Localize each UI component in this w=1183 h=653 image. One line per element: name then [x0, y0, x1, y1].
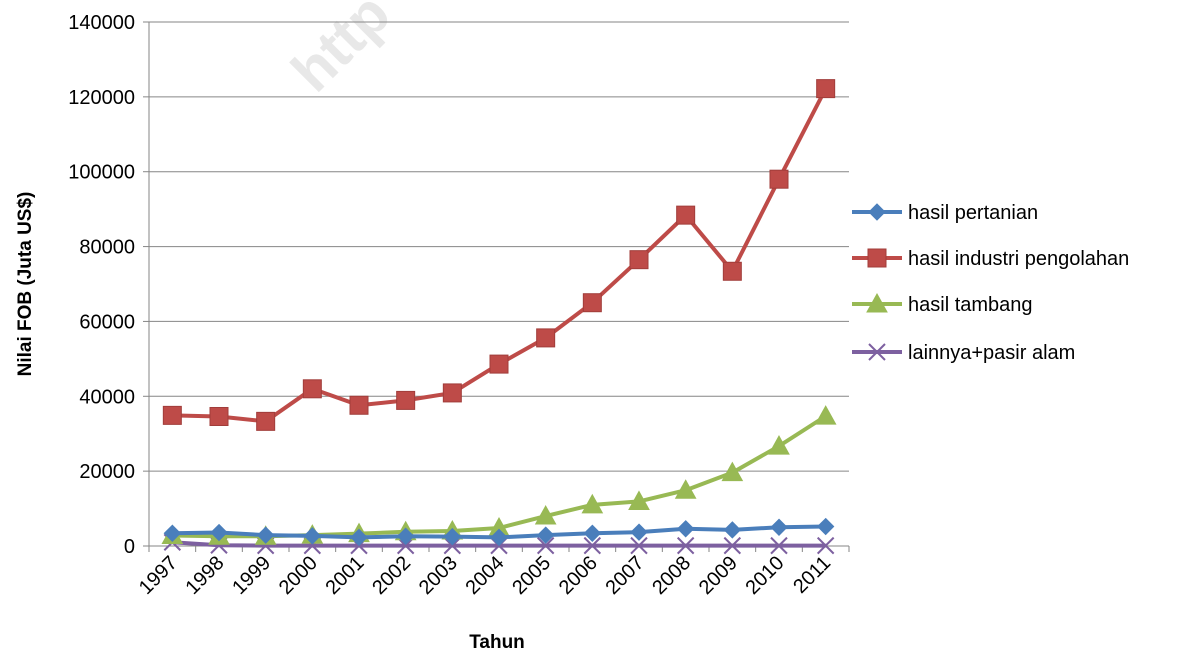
x-tick-label: 2000: [275, 552, 322, 599]
data-point: [581, 493, 604, 514]
data-point: [768, 435, 790, 455]
x-tick-label: 2008: [648, 552, 695, 599]
y-tick-label: 40000: [79, 386, 135, 408]
data-point: [628, 490, 650, 510]
watermark: http: [279, 0, 402, 104]
x-tick-label: 2011: [789, 552, 835, 598]
legend-entry: lainnya+pasir alam: [852, 342, 1075, 364]
y-tick-label: 0: [124, 536, 135, 558]
data-point: [674, 479, 697, 499]
data-point: [816, 517, 835, 536]
data-point: [396, 390, 416, 410]
y-tick-label: 140000: [68, 12, 135, 34]
series-hasil-pertanian: [163, 517, 835, 547]
x-axis-title: Tahun: [469, 632, 525, 653]
y-axis-title: Nilai FOB (Juta US$): [15, 192, 36, 377]
x-tick-label: 1998: [182, 552, 229, 599]
legend-marker: [867, 248, 887, 268]
y-tick-label: 100000: [68, 162, 135, 184]
data-point: [210, 523, 228, 542]
y-tick-label: 80000: [79, 237, 135, 259]
data-point: [630, 536, 648, 555]
data-point: [489, 354, 509, 374]
data-point: [536, 526, 555, 544]
x-tick-label: 2010: [742, 552, 789, 599]
data-point: [816, 79, 836, 99]
data-point: [163, 524, 182, 542]
data-point: [209, 406, 229, 426]
data-point: [583, 524, 602, 542]
y-tick-label: 120000: [68, 87, 135, 109]
x-tick-label: 1999: [228, 552, 275, 599]
x-tick-label: 2002: [368, 552, 415, 599]
axes: [148, 22, 850, 552]
data-point: [536, 536, 555, 555]
y-tick-label: 20000: [79, 461, 135, 483]
x-tick-label: 2003: [415, 552, 462, 599]
series: [161, 79, 837, 555]
data-point: [162, 405, 182, 425]
legend-marker: [868, 343, 886, 361]
data-point: [770, 518, 788, 536]
data-point: [442, 383, 462, 403]
x-tick-label: 1997: [135, 552, 182, 599]
x-tick-label: 2007: [602, 552, 649, 599]
x-tick-label: 2001: [322, 552, 369, 599]
data-point: [443, 536, 462, 555]
data-point: [490, 528, 508, 547]
data-point: [629, 250, 649, 270]
data-point: [303, 527, 322, 545]
data-point: [256, 411, 276, 431]
x-tick-label: 2006: [555, 552, 602, 599]
legend-marker: [866, 292, 888, 313]
data-point: [816, 536, 835, 555]
legend: hasil pertanian hasil industri pengolahan…: [852, 202, 1129, 364]
data-point: [676, 520, 695, 538]
data-point: [582, 293, 602, 313]
watermark-text: http: [279, 0, 402, 104]
legend-label: hasil tambang: [908, 294, 1033, 316]
data-point: [534, 505, 557, 525]
x-tick-labels: 1997 1998 1999 2000 2001 2002 2003 2004 2005 2006…: [135, 552, 835, 599]
data-point: [536, 328, 556, 348]
data-point: [723, 521, 742, 539]
gridlines: [143, 21, 849, 547]
data-point: [723, 536, 742, 555]
data-point: [396, 536, 415, 555]
legend-entry: hasil pertanian: [852, 202, 1038, 224]
data-point: [630, 523, 648, 541]
data-point: [676, 205, 696, 225]
data-point: [583, 536, 602, 555]
data-point: [770, 536, 788, 555]
legend-label: lainnya+pasir alam: [908, 342, 1075, 364]
data-point: [350, 528, 368, 547]
data-point: [769, 169, 789, 189]
legend-label: hasil industri pengolahan: [908, 248, 1129, 270]
data-point: [396, 527, 415, 545]
data-point: [256, 526, 275, 544]
data-point: [814, 405, 837, 425]
data-point: [676, 536, 695, 555]
data-point: [302, 379, 322, 399]
legend-marker: [868, 203, 886, 221]
legend-entry: hasil industri pengolahan: [852, 248, 1129, 270]
y-tick-labels: 0 20000 40000 60000 80000 100000 120000 140000: [68, 12, 135, 558]
y-tick-label: 60000: [79, 311, 135, 333]
x-tick-label: 2009: [695, 552, 742, 599]
data-point: [721, 461, 744, 482]
legend-label: hasil pertanian: [908, 202, 1038, 224]
x-tick-label: 2005: [508, 552, 555, 599]
data-point: [722, 261, 742, 281]
x-tick-label: 2004: [462, 552, 509, 599]
legend-entry: hasil tambang: [852, 292, 1033, 316]
data-point: [349, 395, 369, 415]
series-hasil-industri-pengolahan: [162, 79, 836, 431]
data-point: [443, 527, 462, 546]
